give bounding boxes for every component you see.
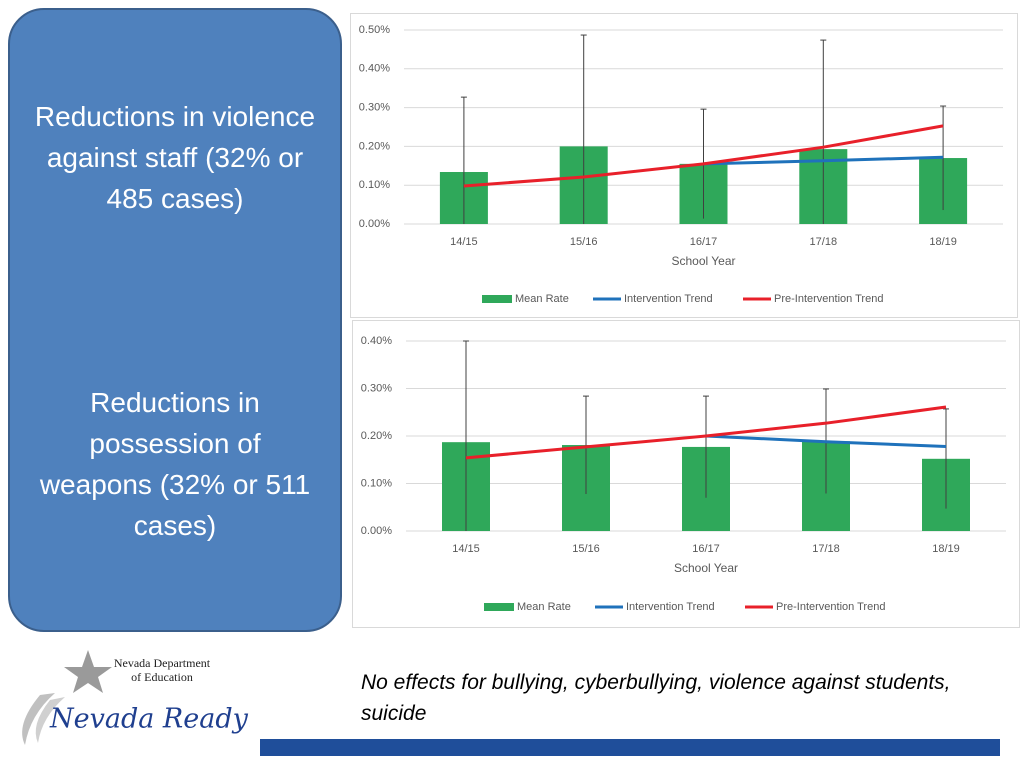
x-axis-label: School Year: [674, 561, 738, 575]
panel-text: Reductions in possession of weapons (32%…: [39, 387, 311, 541]
y-tick-label: 0.20%: [359, 140, 390, 152]
logo-line: of Education: [131, 670, 193, 684]
x-tick-label: 16/17: [690, 236, 718, 248]
trend-line: [463, 124, 944, 188]
y-tick-label: 0.30%: [361, 382, 392, 394]
x-tick-label: 14/15: [452, 543, 480, 555]
swoosh: [22, 693, 55, 745]
x-tick-label: 18/19: [932, 543, 960, 555]
swoosh: [35, 697, 65, 743]
x-tick-label: 14/15: [450, 236, 478, 248]
chart: 0.00% 0.10% 0.20% 0.30% 0.40% 0.50% 14/15 15/16…: [350, 13, 1018, 318]
panel-text: Reductions in violence against staff (32…: [34, 101, 316, 214]
legend-label: Intervention Trend: [626, 601, 715, 613]
y-tick-label: 0.00%: [359, 218, 390, 230]
logo-line: Nevada Department: [114, 656, 211, 670]
logo-brand: Nevada Ready!: [49, 704, 250, 735]
left-panel: [8, 8, 342, 632]
y-tick-label: 0.10%: [359, 179, 390, 191]
x-tick-label: 16/17: [692, 543, 720, 555]
x-axis-label: School Year: [671, 254, 735, 268]
star: [64, 650, 112, 693]
x-tick-label: 17/18: [812, 543, 840, 555]
y-tick-label: 0.00%: [361, 525, 392, 537]
footer-bar: [260, 739, 1000, 756]
chart: 0.00% 0.10% 0.20% 0.30% 0.40% 14/15 15/16 16/17…: [352, 320, 1020, 628]
legend-label: Pre-Intervention Trend: [774, 293, 883, 305]
trend-line: [465, 405, 947, 460]
legend-label: Mean Rate: [515, 293, 569, 305]
x-tick-label: 18/19: [929, 236, 957, 248]
x-tick-label: 15/16: [572, 543, 600, 555]
note: No effects for bullying, cyberbullying, …: [361, 671, 951, 725]
x-tick-label: 17/18: [810, 236, 838, 248]
logo: Nevada Department of Education Nevada Re…: [22, 650, 250, 745]
y-tick-label: 0.40%: [361, 335, 392, 347]
legend-swatch: [484, 603, 514, 611]
y-tick-label: 0.20%: [361, 430, 392, 442]
y-tick-label: 0.50%: [359, 24, 390, 36]
legend-label: Mean Rate: [517, 601, 571, 613]
legend-label: Pre-Intervention Trend: [776, 601, 885, 613]
y-tick-label: 0.30%: [359, 102, 390, 114]
trend-line: [705, 434, 947, 448]
trend-line: [703, 155, 944, 166]
y-tick-label: 0.10%: [361, 477, 392, 489]
x-tick-label: 15/16: [570, 236, 598, 248]
legend-label: Intervention Trend: [624, 293, 713, 305]
y-tick-label: 0.40%: [359, 63, 390, 75]
legend-swatch: [482, 295, 512, 303]
